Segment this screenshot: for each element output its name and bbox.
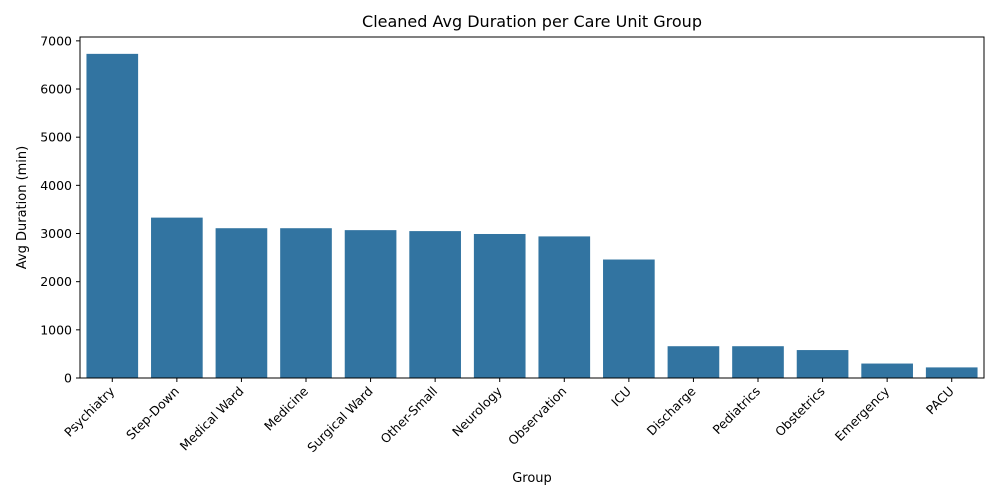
x-tick-label: Discharge — [644, 383, 699, 438]
bar-obstetrics — [796, 350, 849, 378]
x-tick-label: ICU — [608, 384, 634, 410]
y-tick-label: 7000 — [40, 33, 72, 48]
x-tick-label: Observation — [505, 384, 569, 448]
y-tick-label: 0 — [64, 371, 72, 386]
x-tick-label: Medical Ward — [177, 384, 247, 454]
bars-group — [86, 53, 978, 378]
x-tick-label: Step-Down — [123, 384, 182, 443]
x-tick-label: Other-Small — [377, 384, 440, 447]
y-axis: 0 1000 2000 3000 4000 5000 6000 7000 — [40, 33, 80, 386]
x-tick-label: Neurology — [449, 383, 505, 439]
y-tick-label: 3000 — [40, 226, 72, 241]
bar-observation — [538, 236, 591, 378]
bar-medicine — [280, 228, 332, 378]
bar-psychiatry — [86, 53, 139, 378]
x-axis-label: Group — [512, 471, 552, 486]
y-tick-label: 2000 — [40, 274, 72, 289]
x-tick-label: Surgical Ward — [304, 384, 376, 456]
bar-pacu — [925, 367, 978, 378]
bar-other-small — [409, 231, 461, 378]
y-axis-label: Avg Duration (min) — [15, 146, 30, 269]
bar-step-down — [151, 217, 203, 378]
bar-emergency — [861, 363, 913, 378]
bar-icu — [603, 259, 655, 378]
y-tick-label: 6000 — [40, 82, 72, 97]
x-tick-label: Obstetrics — [772, 384, 828, 440]
y-tick-label: 1000 — [40, 322, 72, 337]
chart-title: Cleaned Avg Duration per Care Unit Group — [362, 12, 702, 31]
x-tick-label: Psychiatry — [61, 383, 118, 440]
x-tick-label: Medicine — [261, 383, 311, 433]
x-tick-label: PACU — [923, 384, 957, 418]
bar-medical-ward — [215, 228, 268, 378]
x-tick-label: Emergency — [832, 383, 893, 444]
bar-surgical-ward — [344, 230, 397, 378]
y-tick-label: 4000 — [40, 178, 72, 193]
y-tick-label: 5000 — [40, 130, 72, 145]
plot-frame — [79, 36, 985, 379]
x-tick-label: Pediatrics — [710, 384, 764, 438]
bar-pediatrics — [732, 346, 784, 378]
bar-neurology — [473, 233, 526, 378]
bar-discharge — [667, 346, 720, 378]
